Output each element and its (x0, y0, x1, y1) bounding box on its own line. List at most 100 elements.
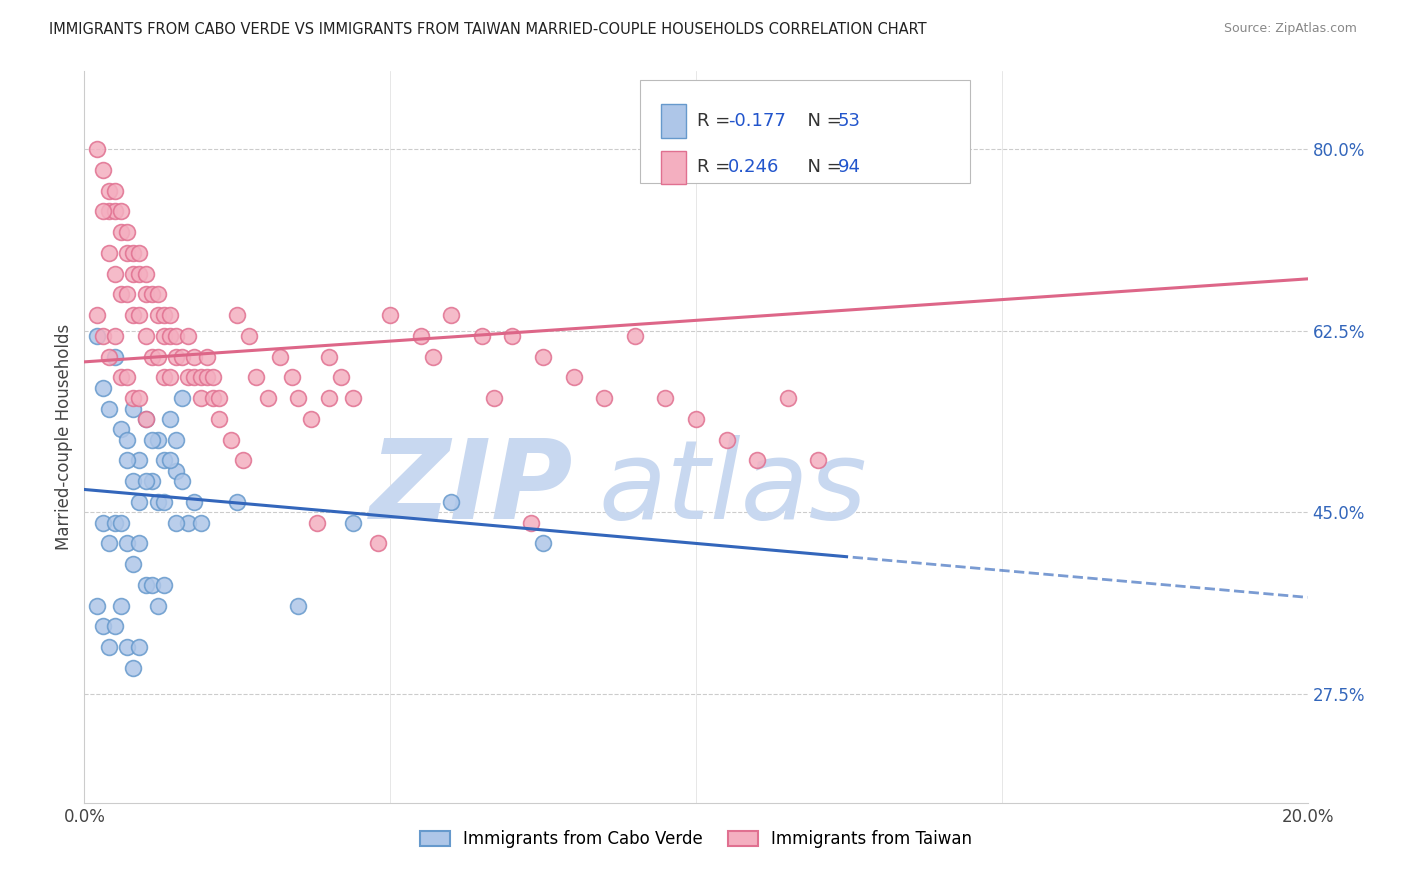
Point (104, 350, 127, 364)
Point (146, 495, 169, 509)
Point (177, 370, 200, 384)
Point (177, 516, 200, 530)
Point (318, 391, 340, 405)
Point (165, 329, 187, 343)
Point (201, 370, 224, 384)
Point (128, 308, 150, 322)
Point (281, 370, 304, 384)
Point (122, 661, 145, 675)
Text: R =: R = (697, 159, 737, 177)
Point (562, 370, 585, 384)
Text: atlas: atlas (598, 434, 866, 541)
Point (110, 204, 132, 219)
Point (159, 329, 181, 343)
Point (104, 204, 127, 219)
Point (440, 308, 463, 322)
Point (776, 391, 799, 405)
Text: N =: N = (796, 112, 848, 130)
Point (91, 516, 114, 530)
Point (122, 474, 145, 488)
Point (128, 453, 150, 467)
Point (153, 453, 176, 467)
Point (115, 287, 138, 301)
Point (128, 536, 150, 550)
Point (115, 370, 138, 384)
Point (159, 412, 181, 426)
Point (110, 225, 132, 239)
Point (165, 516, 187, 530)
Point (146, 308, 169, 322)
Point (122, 401, 145, 416)
Point (208, 391, 231, 405)
Point (318, 350, 340, 364)
Point (86, 599, 108, 613)
Point (128, 267, 150, 281)
Point (482, 391, 505, 405)
Point (97, 401, 120, 416)
Point (177, 329, 200, 343)
Point (146, 287, 169, 301)
Text: IMMIGRANTS FROM CABO VERDE VS IMMIGRANTS FROM TAIWAN MARRIED-COUPLE HOUSEHOLDS C: IMMIGRANTS FROM CABO VERDE VS IMMIGRANTS… (49, 22, 927, 37)
Point (367, 536, 389, 550)
Point (115, 640, 138, 655)
Point (195, 370, 218, 384)
Text: -0.177: -0.177 (728, 112, 786, 130)
Point (91, 329, 114, 343)
Point (342, 391, 364, 405)
Point (226, 495, 249, 509)
Point (153, 370, 176, 384)
Point (172, 350, 194, 364)
Point (141, 433, 163, 447)
Point (190, 516, 212, 530)
Point (287, 599, 309, 613)
Point (135, 412, 157, 426)
Point (219, 433, 242, 447)
Point (440, 495, 463, 509)
Point (685, 412, 707, 426)
Point (471, 329, 494, 343)
Point (128, 495, 150, 509)
Point (115, 453, 138, 467)
Text: 0.246: 0.246 (728, 159, 780, 177)
Point (531, 536, 554, 550)
Point (183, 350, 205, 364)
Point (135, 267, 157, 281)
Point (257, 391, 280, 405)
Text: 53: 53 (838, 112, 860, 130)
Point (128, 640, 150, 655)
Text: ZIP: ZIP (370, 434, 574, 541)
Point (135, 412, 157, 426)
Point (146, 433, 169, 447)
Point (183, 495, 205, 509)
Point (135, 578, 157, 592)
Point (104, 619, 127, 633)
Y-axis label: Married-couple Households: Married-couple Households (55, 324, 73, 550)
Point (91, 619, 114, 633)
Point (153, 495, 176, 509)
Point (91, 381, 114, 395)
Point (141, 474, 163, 488)
Point (86, 329, 108, 343)
Point (115, 536, 138, 550)
Point (195, 350, 218, 364)
Point (146, 599, 169, 613)
Point (287, 391, 309, 405)
Point (122, 557, 145, 571)
Point (86, 308, 108, 322)
Point (299, 412, 322, 426)
Point (269, 350, 291, 364)
Point (141, 578, 163, 592)
Point (97, 536, 120, 550)
Point (115, 246, 138, 260)
Point (122, 391, 145, 405)
Point (172, 474, 194, 488)
Text: N =: N = (796, 159, 848, 177)
Point (342, 516, 364, 530)
Point (122, 246, 145, 260)
Point (122, 267, 145, 281)
Point (153, 329, 176, 343)
Point (141, 350, 163, 364)
Point (110, 516, 132, 530)
Point (110, 599, 132, 613)
Point (330, 370, 353, 384)
